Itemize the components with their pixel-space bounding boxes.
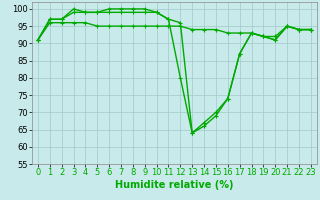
X-axis label: Humidite relative (%): Humidite relative (%) xyxy=(115,180,234,190)
